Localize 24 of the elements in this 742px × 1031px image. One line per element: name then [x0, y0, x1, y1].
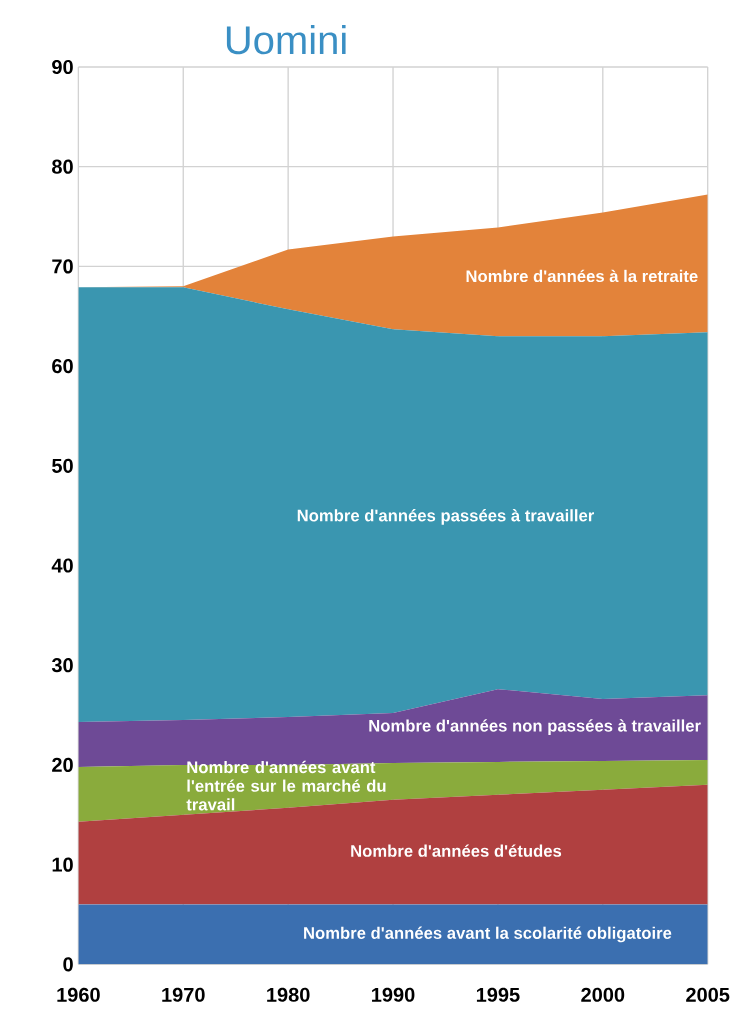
y-tick-label: 20	[52, 757, 73, 772]
y-tick-label: 0	[63, 957, 73, 972]
y-tick-label: 40	[51, 558, 73, 573]
y-tick-label: 70	[52, 259, 73, 274]
series-label: Nombre d'années avant l'entrée sur le marché du travail	[186, 760, 386, 811]
x-tick-label: 1980	[267, 987, 310, 1002]
y-tick-label: 10	[52, 857, 73, 872]
x-tick-label: 2000	[581, 987, 625, 1002]
series-label: Nombre d'années non passées à travailler	[369, 719, 701, 735]
y-tick-label: 30	[52, 658, 73, 673]
y-tick-label: 50	[52, 458, 73, 473]
y-tick-label: 90	[52, 59, 73, 75]
series-label: Nombre d'années passées à travailler	[297, 509, 595, 525]
x-tick-label: 1970	[162, 987, 205, 1002]
y-tick-label: 60	[52, 359, 73, 374]
series-label: Nombre d'années à la retraite	[466, 269, 698, 283]
x-tick-label: 2005	[686, 987, 730, 1002]
x-tick-label: 1960	[57, 987, 100, 1002]
series-label: Nombre d'années avant la scolarité obligatoire	[304, 926, 672, 943]
chart-title: Uomini	[227, 24, 346, 55]
x-tick-label: 1990	[372, 987, 415, 1002]
x-tick-label: 1995	[477, 987, 520, 1002]
y-tick-label: 80	[52, 159, 73, 174]
series-label: Nombre d'années d'études	[351, 844, 562, 857]
